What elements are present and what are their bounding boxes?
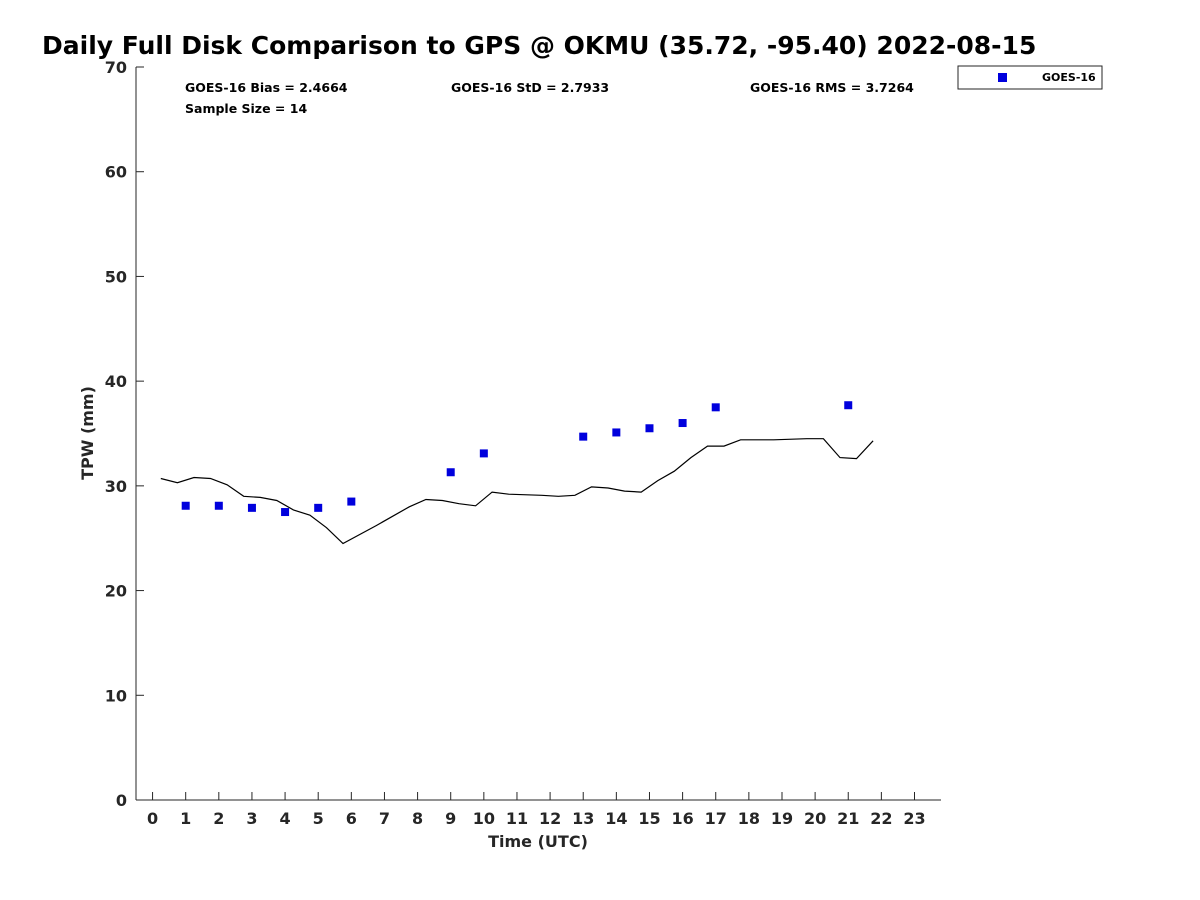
x-tick-label: 11 bbox=[506, 809, 528, 828]
x-tick-label: 2 bbox=[213, 809, 224, 828]
y-tick-label: 0 bbox=[116, 791, 127, 810]
x-tick-label: 18 bbox=[738, 809, 760, 828]
x-tick-label: 23 bbox=[903, 809, 925, 828]
series-layer bbox=[160, 401, 874, 545]
x-tick-label: 3 bbox=[246, 809, 257, 828]
y-tick-label: 20 bbox=[105, 582, 127, 601]
x-tick-label: 20 bbox=[804, 809, 826, 828]
stat-rms: GOES-16 RMS = 3.7264 bbox=[750, 80, 914, 95]
x-ticks: 0 1 2 3 4 5 6 7 8 9 10 11 12 13 14 15 16 17 18 19 20 21 22 23 bbox=[147, 792, 926, 828]
goes16-point bbox=[844, 401, 853, 410]
goes16-point bbox=[314, 503, 323, 512]
x-tick-label: 6 bbox=[346, 809, 357, 828]
x-tick-label: 5 bbox=[313, 809, 324, 828]
goes16-point bbox=[446, 468, 455, 477]
x-tick-label: 14 bbox=[605, 809, 627, 828]
x-tick-label: 8 bbox=[412, 809, 423, 828]
y-axis-label: TPW (mm) bbox=[78, 386, 97, 480]
stat-bias: GOES-16 Bias = 2.4664 bbox=[185, 80, 348, 95]
legend-label: GOES-16 bbox=[1042, 71, 1096, 84]
stat-std: GOES-16 StD = 2.7933 bbox=[451, 80, 609, 95]
legend: GOES-16 bbox=[957, 65, 1103, 90]
stat-sample-size: Sample Size = 14 bbox=[185, 101, 307, 116]
y-ticks: 0 10 20 30 40 50 60 70 bbox=[105, 58, 144, 810]
x-tick-label: 0 bbox=[147, 809, 158, 828]
x-tick-label: 12 bbox=[539, 809, 561, 828]
goes16-point bbox=[579, 432, 588, 441]
x-tick-label: 17 bbox=[705, 809, 727, 828]
x-tick-label: 22 bbox=[870, 809, 892, 828]
x-axis-label: Time (UTC) bbox=[488, 832, 588, 851]
legend-marker bbox=[998, 73, 1007, 82]
plot-area: 0 1 2 3 4 5 6 7 8 9 10 11 12 13 14 15 16 17 18 19 20 21 22 23 0… bbox=[105, 58, 941, 828]
x-tick-label: 1 bbox=[180, 809, 191, 828]
goes16-point bbox=[711, 403, 720, 412]
gps-tpw-line bbox=[160, 438, 874, 545]
y-tick-label: 10 bbox=[105, 686, 127, 705]
x-tick-label: 21 bbox=[837, 809, 859, 828]
x-tick-label: 7 bbox=[379, 809, 390, 828]
goes16-point bbox=[281, 508, 290, 517]
y-tick-label: 40 bbox=[105, 372, 127, 391]
x-tick-label: 13 bbox=[572, 809, 594, 828]
goes16-point bbox=[479, 449, 488, 458]
y-tick-label: 70 bbox=[105, 58, 127, 77]
x-tick-label: 15 bbox=[638, 809, 660, 828]
x-tick-label: 16 bbox=[671, 809, 693, 828]
y-tick-label: 30 bbox=[105, 477, 127, 496]
x-tick-label: 4 bbox=[280, 809, 291, 828]
goes16-point bbox=[214, 501, 223, 510]
x-tick-label: 10 bbox=[473, 809, 495, 828]
goes16-point bbox=[612, 428, 621, 437]
y-tick-label: 60 bbox=[105, 163, 127, 182]
x-tick-label: 9 bbox=[445, 809, 456, 828]
goes16-point bbox=[181, 501, 190, 510]
goes16-point bbox=[645, 424, 654, 433]
goes16-point bbox=[247, 503, 256, 512]
goes16-point bbox=[678, 419, 687, 428]
legend-box bbox=[957, 65, 1103, 90]
x-tick-label: 19 bbox=[771, 809, 793, 828]
goes16-point bbox=[347, 497, 356, 506]
y-tick-label: 50 bbox=[105, 267, 127, 286]
chart-title: Daily Full Disk Comparison to GPS @ OKMU… bbox=[42, 31, 1036, 60]
